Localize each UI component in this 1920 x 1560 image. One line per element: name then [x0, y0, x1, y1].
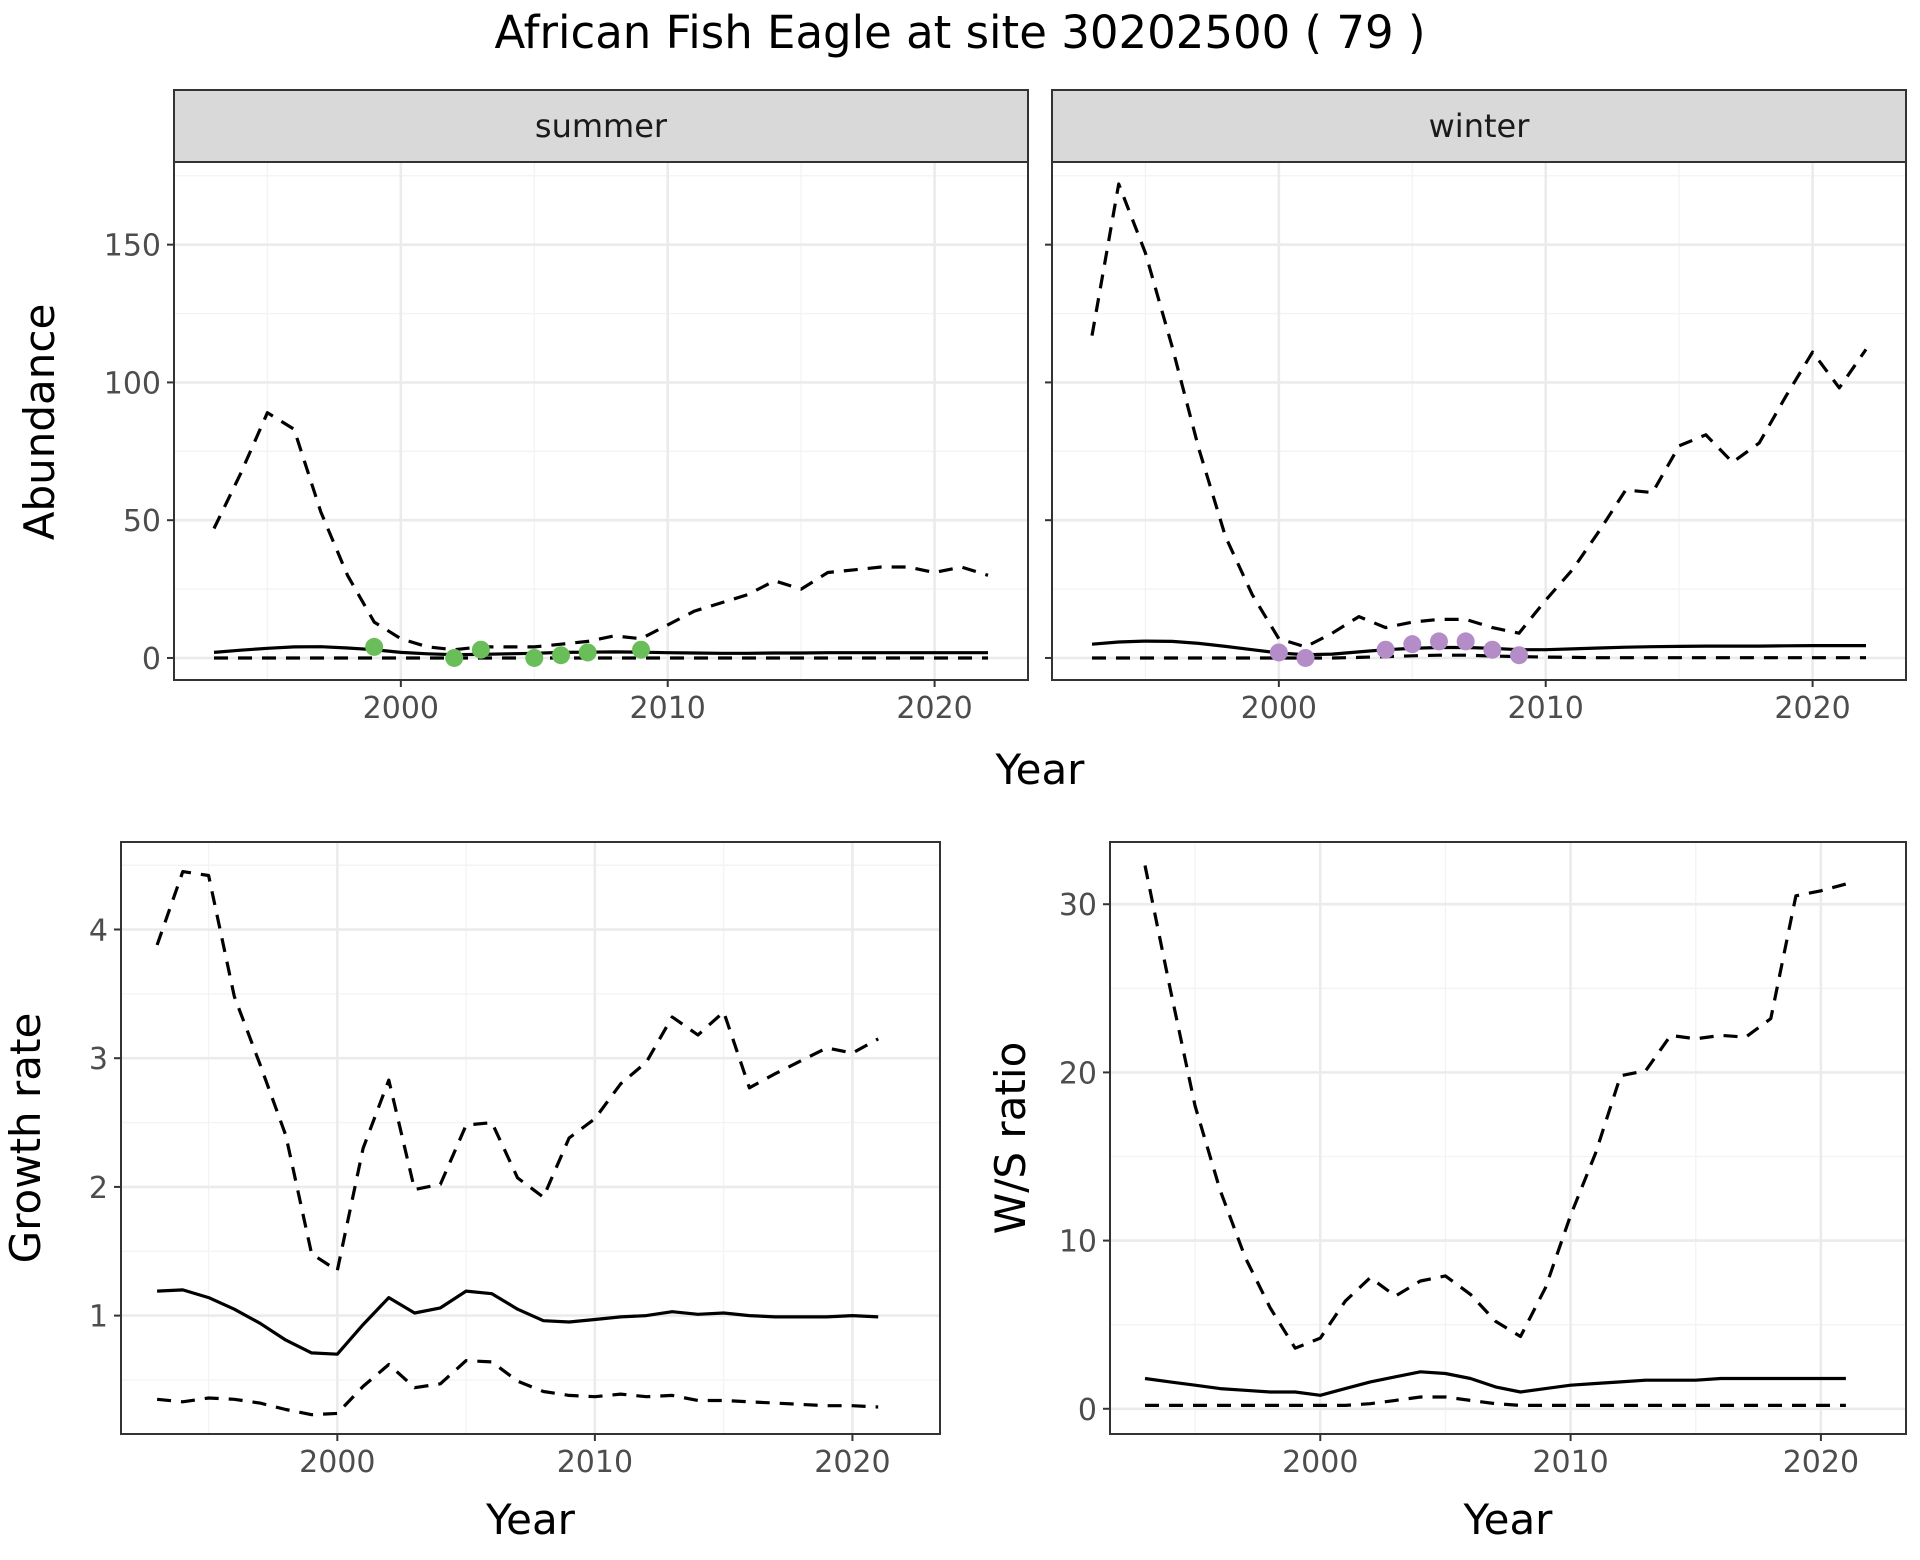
series-line-estimate: [1091, 639, 1866, 657]
data-point: [1456, 632, 1475, 651]
data-point: [578, 643, 597, 662]
series-line-estimate: [1144, 1370, 1846, 1397]
data-point: [632, 640, 651, 659]
series-line-bound-1: [1143, 865, 1847, 1350]
data-point: [1269, 643, 1288, 662]
y-tick-label: 10: [1059, 1225, 1097, 1260]
panel-background: [1110, 842, 1906, 1434]
data-point: [1376, 640, 1395, 659]
y-axis-title: W/S ratio: [986, 1042, 1035, 1235]
data-point: [471, 640, 490, 659]
y-axis-title: Growth rate: [1, 1013, 50, 1264]
data-point: [1429, 632, 1448, 651]
y-tick-label: 20: [1059, 1056, 1097, 1091]
panel-background: [174, 162, 1028, 680]
facet-label: winter: [1429, 107, 1531, 145]
data-point: [1403, 635, 1422, 654]
panel-summer: summer 2000 2010 2020 0 50 100 150: [104, 89, 1029, 726]
x-tick-label: 2010: [1508, 691, 1584, 726]
facet-strip: [1051, 89, 1907, 163]
y-tick-label: 4: [89, 914, 108, 949]
data-point: [1296, 648, 1315, 667]
x-tick-label: 2000: [363, 691, 439, 726]
x-axis-title: Year: [485, 1495, 576, 1544]
data-point: [445, 648, 464, 667]
x-axis-title: Year: [1463, 1495, 1554, 1544]
series-line-bound-2: [156, 1359, 879, 1417]
y-tick-label: 0: [142, 642, 161, 677]
x-tick-label: 2010: [557, 1445, 633, 1480]
y-tick-label: 1: [89, 1300, 108, 1335]
series-line-bound-2: [1145, 1395, 1846, 1407]
x-tick-label: 2010: [630, 691, 706, 726]
abundance-axis-title: Abundance: [15, 304, 64, 541]
panel-winter: winter 2000 2010 2020: [1045, 89, 1907, 726]
series-line-bound-1: [155, 870, 879, 1273]
panel-growth-rate: 2000 2010 2020 1 2 3 4 Year Growth rate: [1, 841, 941, 1544]
data-point: [365, 637, 384, 656]
x-tick-label: 2020: [814, 1445, 890, 1480]
y-tick-label: 100: [104, 366, 161, 401]
panel-border: [1109, 841, 1907, 1435]
y-tick-label: 2: [89, 1171, 108, 1206]
x-tick-label: 2020: [1783, 1445, 1859, 1480]
x-tick-label: 2000: [299, 1445, 375, 1480]
data-point: [525, 648, 544, 667]
x-tick-label: 2020: [1774, 691, 1850, 726]
x-tick-label: 2020: [896, 691, 972, 726]
x-tick-label: 2000: [1282, 1445, 1358, 1480]
figure-title: African Fish Eagle at site 30202500 ( 79…: [494, 6, 1425, 59]
y-tick-label: 150: [104, 229, 161, 264]
panel-background: [121, 842, 940, 1434]
series-line-estimate: [213, 645, 988, 657]
series-line-bound-1: [212, 411, 989, 652]
data-point: [1510, 646, 1529, 665]
facet-strip: [173, 89, 1029, 163]
series-line-estimate: [157, 1288, 879, 1356]
x-tick-label: 2000: [1241, 691, 1317, 726]
x-tick-label: 2010: [1532, 1445, 1608, 1480]
data-point: [551, 646, 570, 665]
y-tick-label: 30: [1059, 888, 1097, 923]
panel-border: [120, 841, 941, 1435]
data-point: [1483, 640, 1502, 659]
panel-ws-ratio: 2000 2010 2020 0 10 20 30 Year W/S ratio: [986, 841, 1907, 1544]
series-line-bound-1: [1090, 182, 1868, 649]
y-tick-label: 0: [1078, 1393, 1097, 1428]
series-line-bound-2: [1092, 653, 1866, 660]
y-tick-label: 3: [89, 1042, 108, 1077]
facet-label: summer: [535, 107, 668, 145]
panel-background: [1052, 162, 1906, 680]
y-tick-label: 50: [123, 504, 161, 539]
shared-x-axis-title: Year: [995, 745, 1086, 794]
